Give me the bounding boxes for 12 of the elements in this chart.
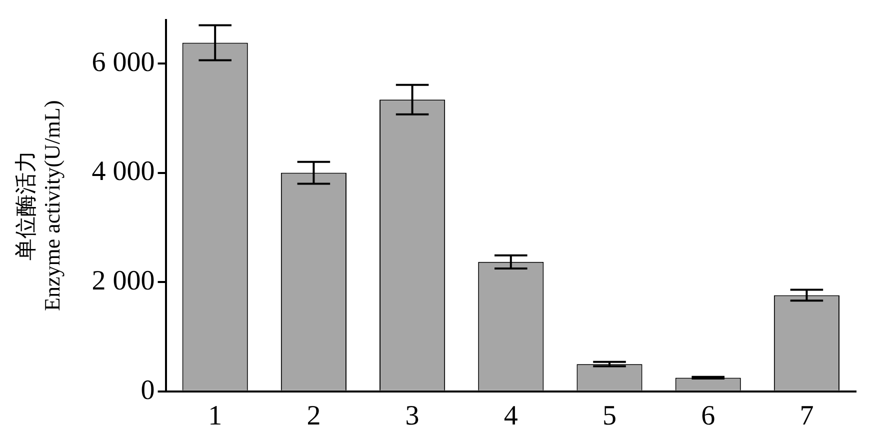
x-tick-label: 4: [504, 400, 518, 432]
x-tick-label: 1: [208, 400, 222, 432]
x-tick-label: 6: [701, 400, 716, 432]
y-tick-label: 2 000: [92, 265, 155, 296]
y-tick-label: 0: [140, 374, 155, 406]
y-tick-label: 4 000: [92, 156, 155, 188]
x-tick-label: 2: [306, 400, 321, 432]
x-tick-label: 7: [800, 400, 814, 432]
x-tick-label: 5: [602, 400, 616, 432]
y-tick-label: 6 000: [92, 46, 155, 78]
x-tick-label: 3: [405, 400, 420, 432]
y-axis-title: 单位酶活力 Enzyme activity(U/mL): [12, 100, 64, 311]
